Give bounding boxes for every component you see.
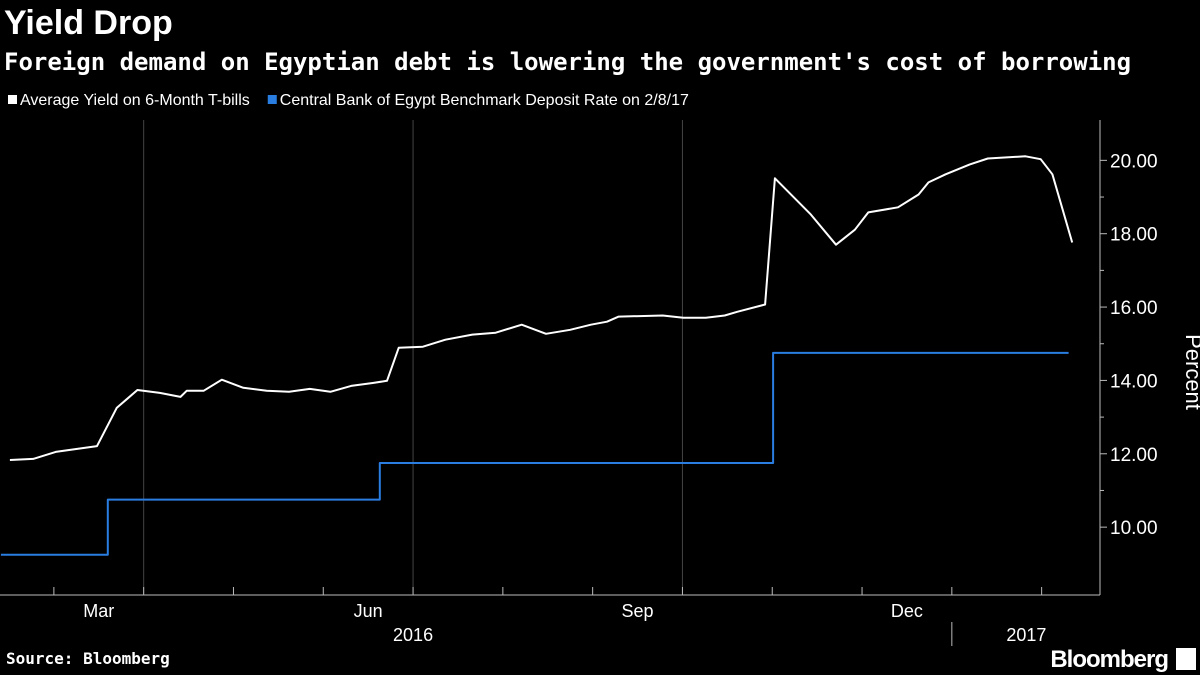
y-axis-label: Percent: [1181, 334, 1200, 410]
x-tick-label: Dec: [891, 601, 923, 621]
source: Source: Bloomberg: [6, 649, 170, 668]
chart-subtitle: Foreign demand on Egyptian debt is lower…: [4, 48, 1131, 76]
x-tick-label: Sep: [622, 601, 654, 621]
y-tick-label: 12.00: [1110, 445, 1158, 466]
x-tick-label: Mar: [83, 601, 114, 621]
year-label: 2017: [1006, 625, 1046, 645]
legend-label: Central Bank of Egypt Benchmark Deposit …: [280, 92, 689, 109]
chart-title: Yield Drop: [4, 4, 173, 42]
series-line: [9, 155, 1074, 461]
y-tick-label: 14.00: [1110, 371, 1158, 392]
legend-label: Average Yield on 6-Month T-bills: [20, 92, 250, 109]
series-line: [0, 351, 1069, 556]
brand: Bloomberg: [1050, 646, 1168, 673]
y-tick-label: 20.00: [1110, 151, 1158, 172]
brand-icon: [1176, 648, 1196, 670]
x-tick-label: Jun: [354, 601, 383, 621]
y-tick-label: 10.00: [1110, 518, 1158, 539]
legend-swatch: [8, 95, 17, 104]
year-label: 2016: [393, 625, 433, 645]
y-tick-label: 18.00: [1110, 225, 1158, 246]
legend-swatch: [267, 95, 277, 104]
y-tick-label: 16.00: [1110, 298, 1158, 319]
